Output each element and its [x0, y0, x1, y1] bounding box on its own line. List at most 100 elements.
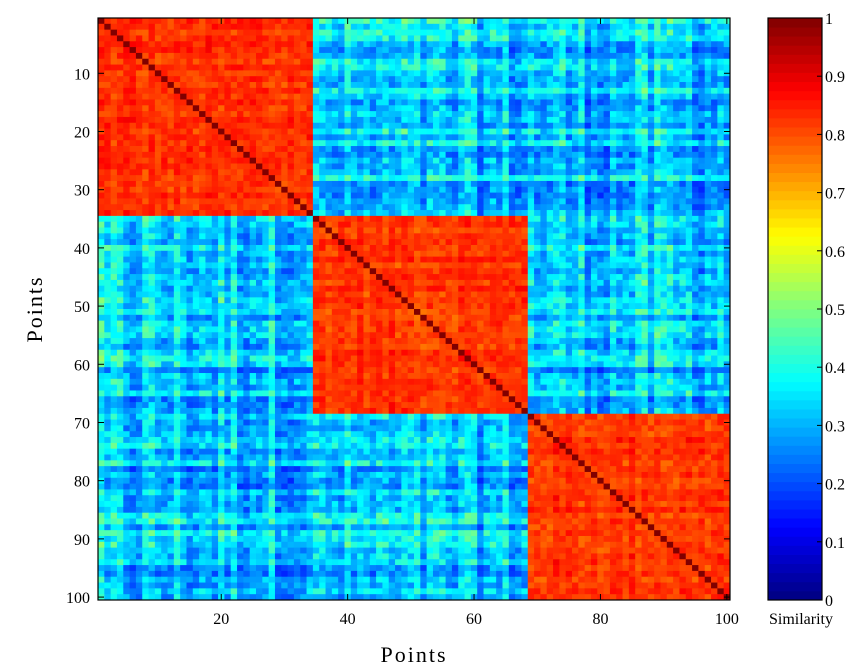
heatmap-cell: [439, 250, 446, 258]
heatmap-cell: [666, 175, 674, 182]
heatmap-cell: [470, 233, 478, 240]
heatmap-cell: [534, 82, 541, 89]
heatmap-cell: [502, 151, 510, 159]
heatmap-cell: [274, 175, 282, 182]
heatmap-cell: [704, 215, 712, 223]
heatmap-cell: [199, 93, 206, 100]
heatmap-cell: [382, 105, 390, 112]
heatmap-cell: [496, 175, 503, 182]
heatmap-cell: [161, 180, 168, 188]
heatmap-cell: [363, 303, 371, 310]
heatmap-cell: [540, 175, 548, 182]
heatmap-cell: [192, 180, 200, 188]
heatmap-cell: [534, 239, 541, 246]
heatmap-cell: [458, 163, 465, 170]
heatmap-cell: [287, 175, 295, 182]
heatmap-cell: [698, 128, 706, 135]
heatmap-cell: [123, 82, 130, 89]
heatmap-cell: [414, 239, 421, 246]
heatmap-cell: [534, 303, 541, 310]
heatmap-cell: [641, 297, 649, 304]
heatmap-cell: [395, 70, 402, 77]
heatmap-cell: [262, 111, 270, 118]
heatmap-cell: [470, 116, 478, 124]
heatmap-cell: [489, 163, 497, 170]
heatmap-cell: [205, 256, 213, 263]
heatmap-cell: [344, 105, 352, 112]
heatmap-cell: [104, 128, 112, 135]
heatmap-cell: [382, 215, 390, 223]
heatmap-cell: [300, 204, 307, 211]
heatmap-cell: [129, 215, 137, 223]
heatmap-cell: [369, 233, 377, 240]
heatmap-cell: [692, 180, 699, 188]
heatmap-cell: [154, 76, 162, 83]
heatmap-cell: [628, 274, 636, 281]
heatmap-cell: [445, 233, 453, 240]
heatmap-cell: [224, 128, 232, 135]
heatmap-cell: [148, 221, 156, 228]
heatmap-cell: [559, 239, 567, 246]
heatmap-cell: [243, 70, 251, 77]
heatmap-cell: [268, 105, 276, 112]
heatmap-cell: [616, 291, 623, 298]
heatmap-cell: [477, 151, 484, 159]
heatmap-cell: [180, 82, 187, 89]
heatmap-cell: [142, 111, 149, 118]
heatmap-cell: [369, 175, 377, 182]
heatmap-cell: [584, 87, 592, 95]
heatmap-cell: [698, 35, 706, 42]
heatmap-cell: [546, 58, 554, 65]
heatmap-cell: [483, 47, 491, 54]
heatmap-cell: [293, 221, 301, 228]
heatmap-cell: [129, 146, 137, 153]
heatmap-cell: [293, 105, 301, 112]
heatmap-cell: [376, 99, 383, 106]
heatmap-cell: [590, 274, 598, 281]
heatmap-cell: [647, 23, 655, 31]
heatmap-cell: [395, 128, 402, 135]
heatmap-cell: [458, 151, 465, 159]
heatmap-cell: [527, 93, 535, 100]
heatmap-cell: [306, 70, 314, 77]
heatmap-cell: [590, 262, 598, 269]
heatmap-cell: [584, 157, 592, 164]
heatmap-cell: [192, 111, 200, 118]
heatmap-cell: [123, 227, 130, 234]
heatmap-cell: [104, 250, 112, 258]
heatmap-cell: [420, 233, 428, 240]
heatmap-cell: [274, 58, 282, 65]
heatmap-cell: [616, 256, 623, 263]
heatmap-cell: [287, 262, 295, 269]
heatmap-cell: [698, 268, 706, 275]
heatmap-cell: [603, 23, 611, 31]
heatmap-cell: [572, 204, 579, 211]
heatmap-cell: [142, 233, 149, 240]
heatmap-cell: [477, 303, 484, 310]
heatmap-cell: [432, 204, 440, 211]
heatmap-cell: [211, 186, 219, 193]
heatmap-cell: [300, 250, 307, 258]
heatmap-cell: [376, 70, 383, 77]
heatmap-cell: [344, 82, 352, 89]
heatmap-cell: [572, 122, 579, 129]
heatmap-cell: [464, 192, 472, 199]
heatmap-cell: [432, 58, 440, 65]
heatmap-cell: [199, 18, 206, 25]
heatmap-cell: [553, 256, 560, 263]
heatmap-cell: [451, 250, 459, 258]
heatmap-cell: [325, 157, 333, 164]
heatmap-cell: [553, 186, 560, 193]
heatmap-cell: [211, 140, 219, 147]
heatmap-cell: [192, 279, 200, 287]
heatmap-cell: [104, 291, 112, 298]
heatmap-cell: [173, 210, 181, 217]
heatmap-cell: [559, 134, 567, 141]
heatmap-cell: [439, 163, 446, 170]
heatmap-cell: [116, 122, 124, 129]
heatmap-cell: [395, 169, 402, 176]
heatmap-cell: [451, 47, 459, 54]
heatmap-cell: [451, 76, 459, 83]
heatmap-cell: [319, 105, 326, 112]
heatmap-cell: [647, 256, 655, 263]
